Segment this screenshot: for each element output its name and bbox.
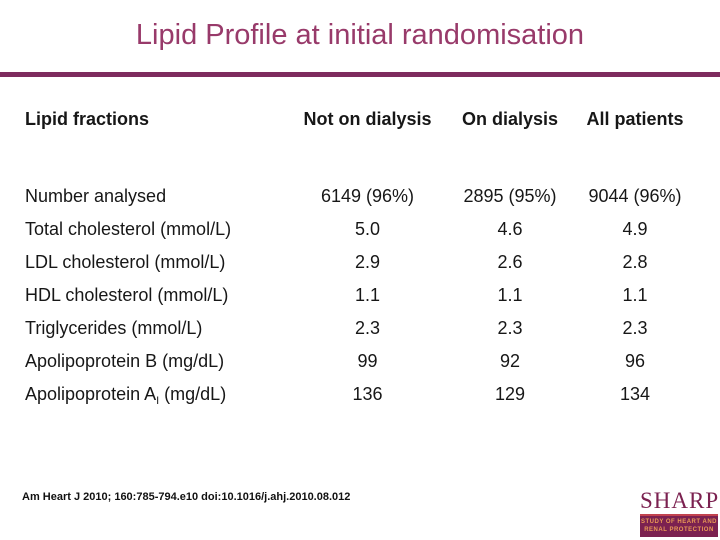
- table-cell: 99: [357, 351, 378, 371]
- subscript-i: I: [156, 395, 160, 407]
- table-cell: 2.6: [497, 252, 523, 272]
- table-row: Number analysed 6149 (96%) 2895 (95%) 90…: [25, 180, 695, 213]
- table-cell: 129: [494, 384, 526, 404]
- header-lipid-fractions: Lipid fractions: [25, 109, 150, 129]
- sharp-logo: SHARP STUDY OF HEART AND RENAL PROTECTIO…: [640, 489, 718, 537]
- row-label: Triglycerides (mmol/L): [25, 318, 203, 338]
- table-cell: 2.3: [622, 318, 648, 338]
- table-cell: 2.8: [622, 252, 648, 272]
- table-cell: 2895 (95%): [463, 186, 557, 206]
- row-label-unit: (mg/dL): [159, 384, 227, 404]
- header-all-patients: All patients: [586, 109, 684, 129]
- row-label: LDL cholesterol (mmol/L): [25, 252, 226, 272]
- table-row: Total cholesterol (mmol/L) 5.0 4.6 4.9: [25, 213, 695, 246]
- table-row: HDL cholesterol (mmol/L) 1.1 1.1 1.1: [25, 279, 695, 312]
- table-header-row: Lipid fractions Not on dialysis On dialy…: [25, 106, 695, 132]
- table-cell: 6149 (96%): [320, 186, 415, 206]
- row-label: Total cholesterol (mmol/L): [25, 219, 232, 239]
- table-cell: 2.3: [354, 318, 381, 338]
- table-row: LDL cholesterol (mmol/L) 2.9 2.6 2.8: [25, 246, 695, 279]
- row-label: Number analysed: [25, 186, 167, 206]
- sharp-logo-wordmark: SHARP: [640, 488, 720, 513]
- table-cell: 4.9: [622, 219, 648, 239]
- row-label: HDL cholesterol (mmol/L): [25, 285, 229, 305]
- source-citation: Am Heart J 2010; 160:785-794.e10 doi:10.…: [22, 491, 351, 503]
- lipid-profile-table: Lipid fractions Not on dialysis On dialy…: [25, 106, 695, 418]
- title-underline-rule: [0, 72, 720, 77]
- table-cell: 96: [624, 351, 646, 371]
- table-cell: 5.0: [354, 219, 381, 239]
- table-cell: 92: [499, 351, 521, 371]
- table-row: Triglycerides (mmol/L) 2.3 2.3 2.3: [25, 312, 695, 345]
- header-not-on-dialysis: Not on dialysis: [303, 109, 432, 129]
- header-on-dialysis: On dialysis: [461, 109, 559, 129]
- slide-title: Lipid Profile at initial randomisation: [135, 19, 585, 51]
- table-cell: 1.1: [354, 285, 381, 305]
- table-cell: 1.1: [622, 285, 648, 305]
- row-label-text: Apolipoprotein A: [25, 384, 157, 404]
- row-label: Apolipoprotein B (mg/dL): [25, 351, 225, 371]
- table-row: Apolipoprotein B (mg/dL) 99 92 96: [25, 345, 695, 378]
- sharp-logo-subtitle-line2: RENAL PROTECTION: [644, 527, 714, 533]
- sharp-logo-banner: STUDY OF HEART AND RENAL PROTECTION: [640, 514, 718, 537]
- table-cell: 2.9: [354, 252, 381, 272]
- table-cell: 136: [352, 384, 383, 404]
- sharp-logo-subtitle-line1: STUDY OF HEART AND: [641, 519, 718, 525]
- table-row: Apolipoprotein AI (mg/dL) 136 129 134: [25, 378, 695, 418]
- table-cell: 134: [619, 384, 651, 404]
- table-cell: 2.3: [497, 318, 523, 338]
- table-cell: 4.6: [497, 219, 523, 239]
- table-cell: 9044 (96%): [588, 186, 682, 206]
- table-cell: 1.1: [497, 285, 523, 305]
- row-label-apolipoprotein-a: Apolipoprotein AI (mg/dL): [25, 378, 290, 418]
